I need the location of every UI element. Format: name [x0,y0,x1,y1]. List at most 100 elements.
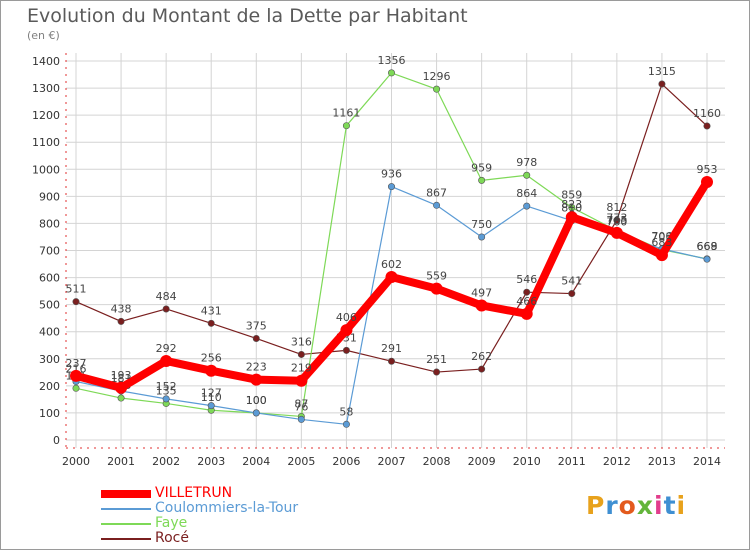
data-label-faye: 773 [606,212,627,225]
data-label-faye: 87 [294,397,308,410]
logo-letter: x [636,491,654,520]
data-point-coulommiers-la-tour [478,233,486,241]
data-point-roc- [523,288,531,296]
y-tick-label: 1200 [32,109,60,122]
data-label-roc-: 375 [246,319,267,332]
data-label-villetrun: 223 [246,361,267,374]
data-point-faye [568,203,576,211]
data-label-roc-: 438 [111,302,132,315]
data-point-roc- [387,357,395,365]
y-tick-label: 0 [53,434,60,447]
data-label-villetrun: 953 [697,163,718,176]
data-label-coulommiers-la-tour: 936 [381,168,402,181]
data-label-roc-: 511 [66,283,87,296]
legend-label: Faye [155,515,188,531]
legend-label: Coulommiers-la-Tour [155,500,299,516]
data-label-villetrun: 683 [651,236,672,249]
data-point-roc- [478,365,486,373]
y-tick-label: 100 [39,407,60,420]
x-tick-label: 2000 [62,455,90,468]
data-label-coulommiers-la-tour: 760 [606,215,627,228]
y-tick-label: 500 [39,299,60,312]
data-point-roc- [658,80,666,88]
data-label-faye: 959 [471,161,492,174]
data-label-villetrun: 765 [606,214,627,227]
data-point-villetrun [385,271,398,284]
data-point-roc- [342,346,350,354]
x-tick-label: 2002 [152,455,180,468]
y-tick-label: 400 [39,326,60,339]
y-tick-label: 200 [39,380,60,393]
data-point-faye [342,122,350,130]
data-point-coulommiers-la-tour [523,202,531,210]
data-label-villetrun: 602 [381,258,402,271]
data-label-roc-: 262 [471,350,492,363]
data-point-roc- [568,290,576,298]
y-tick-label: 1100 [32,136,60,149]
data-point-villetrun [701,176,713,189]
legend-swatch [101,490,151,498]
data-point-coulommiers-la-tour [162,395,170,403]
y-tick-label: 600 [39,272,60,285]
chart-unit: (en €) [27,29,60,42]
x-tick-label: 2007 [378,455,406,468]
data-point-roc- [207,319,215,327]
legend-swatch [101,523,151,525]
data-label-coulommiers-la-tour: 864 [516,187,537,200]
legend-label: VILLETRUN [155,485,233,501]
data-point-villetrun [205,364,218,377]
data-label-villetrun: 466 [516,295,537,308]
x-tick-label: 2009 [468,455,496,468]
data-label-villetrun: 256 [201,352,222,365]
data-point-coulommiers-la-tour [387,183,395,191]
logo-letter: P [586,491,606,520]
data-point-villetrun [610,226,623,239]
data-label-villetrun: 237 [66,357,87,370]
data-point-faye [387,69,395,77]
data-label-coulommiers-la-tour: 867 [426,186,447,199]
data-point-roc- [613,216,621,224]
data-label-coulommiers-la-tour: 76 [294,400,308,413]
data-label-faye: 100 [246,394,267,407]
x-tick-label: 2011 [558,455,586,468]
data-point-coulommiers-la-tour [252,409,260,417]
data-label-faye: 669 [697,240,718,253]
data-label-faye: 978 [516,156,537,169]
data-label-roc-: 812 [606,201,627,214]
data-label-coulommiers-la-tour: 127 [201,387,222,400]
data-point-coulommiers-la-tour [703,255,711,263]
x-tick-label: 2012 [603,455,631,468]
data-label-faye: 135 [156,384,177,397]
data-label-coulommiers-la-tour: 216 [66,363,87,376]
data-label-villetrun: 219 [291,362,312,375]
data-label-villetrun: 823 [561,198,582,211]
data-point-coulommiers-la-tour [297,415,305,423]
data-point-villetrun [655,249,668,262]
data-point-faye [523,171,531,179]
data-label-roc-: 546 [516,273,537,286]
data-point-roc- [252,334,260,342]
legend-swatch [101,508,151,510]
data-point-villetrun [520,307,533,320]
y-tick-label: 1000 [32,163,60,176]
data-label-coulommiers-la-tour: 152 [156,380,177,393]
data-point-villetrun [70,369,82,382]
data-point-faye [117,394,125,402]
data-point-villetrun [565,211,578,224]
logo-letter: r [605,491,619,520]
data-label-roc-: 316 [291,335,312,348]
x-tick-label: 2006 [332,455,360,468]
x-tick-label: 2003 [197,455,225,468]
data-label-roc-: 431 [201,304,222,317]
data-point-faye [72,384,80,392]
data-label-roc-: 291 [381,342,402,355]
data-point-villetrun [160,354,173,367]
data-label-villetrun: 497 [471,286,492,299]
data-point-coulommiers-la-tour [433,201,441,209]
legend-swatch [101,538,151,540]
x-tick-label: 2008 [423,455,451,468]
y-tick-label: 700 [39,245,60,258]
data-label-coulommiers-la-tour: 668 [697,240,718,253]
data-label-villetrun: 406 [336,311,357,324]
